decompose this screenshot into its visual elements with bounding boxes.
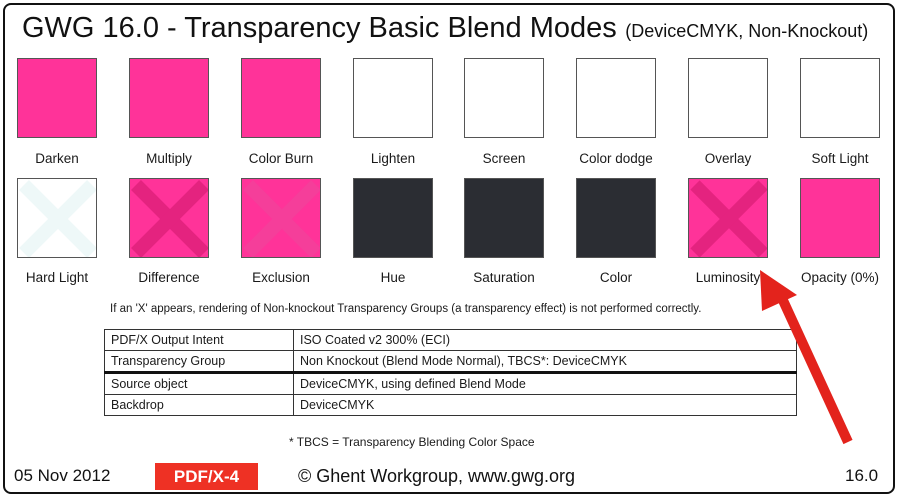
table-key: Transparency Group [104, 350, 294, 374]
swatch-label: Darken [35, 151, 79, 166]
swatch-label: Hue [380, 270, 406, 285]
swatch-difference [129, 178, 209, 258]
swatch-saturation [464, 178, 544, 258]
page-frame [3, 3, 895, 494]
swatch-exclusion [241, 178, 321, 258]
swatch-soft-light [800, 58, 880, 138]
swatch-color-dodge [576, 58, 656, 138]
x-mark-icon [19, 180, 96, 257]
swatch-label: Soft Light [811, 151, 869, 166]
swatch-label: Screen [482, 151, 526, 166]
swatch-opacity-0 [800, 178, 880, 258]
x-mark-icon [243, 180, 320, 257]
table-value: DeviceCMYK [293, 394, 797, 416]
footer-date: 05 Nov 2012 [14, 466, 111, 485]
swatch-label: Opacity (0%) [800, 270, 880, 285]
swatch-overlay [688, 58, 768, 138]
title-main: GWG 16.0 - Transparency Basic Blend Mode… [22, 12, 617, 44]
swatch-hard-light [17, 178, 97, 258]
swatch-luminosity [688, 178, 768, 258]
swatch-label: Color [599, 270, 633, 285]
table-row: Backdrop DeviceCMYK [104, 394, 797, 416]
pdfx4-badge: PDF/X-4 [155, 463, 258, 490]
x-mark-icon [690, 180, 767, 257]
swatch-label: Hard Light [25, 270, 89, 285]
swatch-label: Color Burn [248, 151, 314, 166]
swatch-lighten [353, 58, 433, 138]
swatch-label: Overlay [704, 151, 752, 166]
table-key: Backdrop [104, 394, 294, 416]
info-table: PDF/X Output Intent ISO Coated v2 300% (… [104, 329, 797, 416]
swatch-multiply [129, 58, 209, 138]
swatch-label: Lighten [370, 151, 416, 166]
swatch-hue [353, 178, 433, 258]
swatch-color-burn [241, 58, 321, 138]
swatch-label: Luminosity [695, 270, 761, 285]
swatch-color [576, 178, 656, 258]
x-mark-icon [131, 180, 208, 257]
title-subtitle: (DeviceCMYK, Non-Knockout) [625, 21, 869, 41]
swatch-label: Color dodge [579, 151, 653, 166]
swatch-label: Exclusion [252, 270, 310, 285]
swatch-label: Difference [138, 270, 200, 285]
footer-version: 16.0 [845, 466, 879, 485]
x-warning-note: If an 'X' appears, rendering of Non-knoc… [110, 303, 702, 315]
table-row: Transparency Group Non Knockout (Blend M… [104, 350, 797, 374]
tbcs-footnote: * TBCS = Transparency Blending Color Spa… [289, 435, 535, 449]
swatch-screen [464, 58, 544, 138]
swatch-darken [17, 58, 97, 138]
page-title: GWG 16.0 - Transparency Basic Blend Mode… [22, 12, 868, 45]
swatch-label: Multiply [146, 151, 192, 166]
swatch-label: Saturation [473, 270, 535, 285]
footer-copyright: © Ghent Workgroup, www.gwg.org [298, 466, 576, 486]
table-value: Non Knockout (Blend Mode Normal), TBCS*:… [293, 350, 797, 374]
